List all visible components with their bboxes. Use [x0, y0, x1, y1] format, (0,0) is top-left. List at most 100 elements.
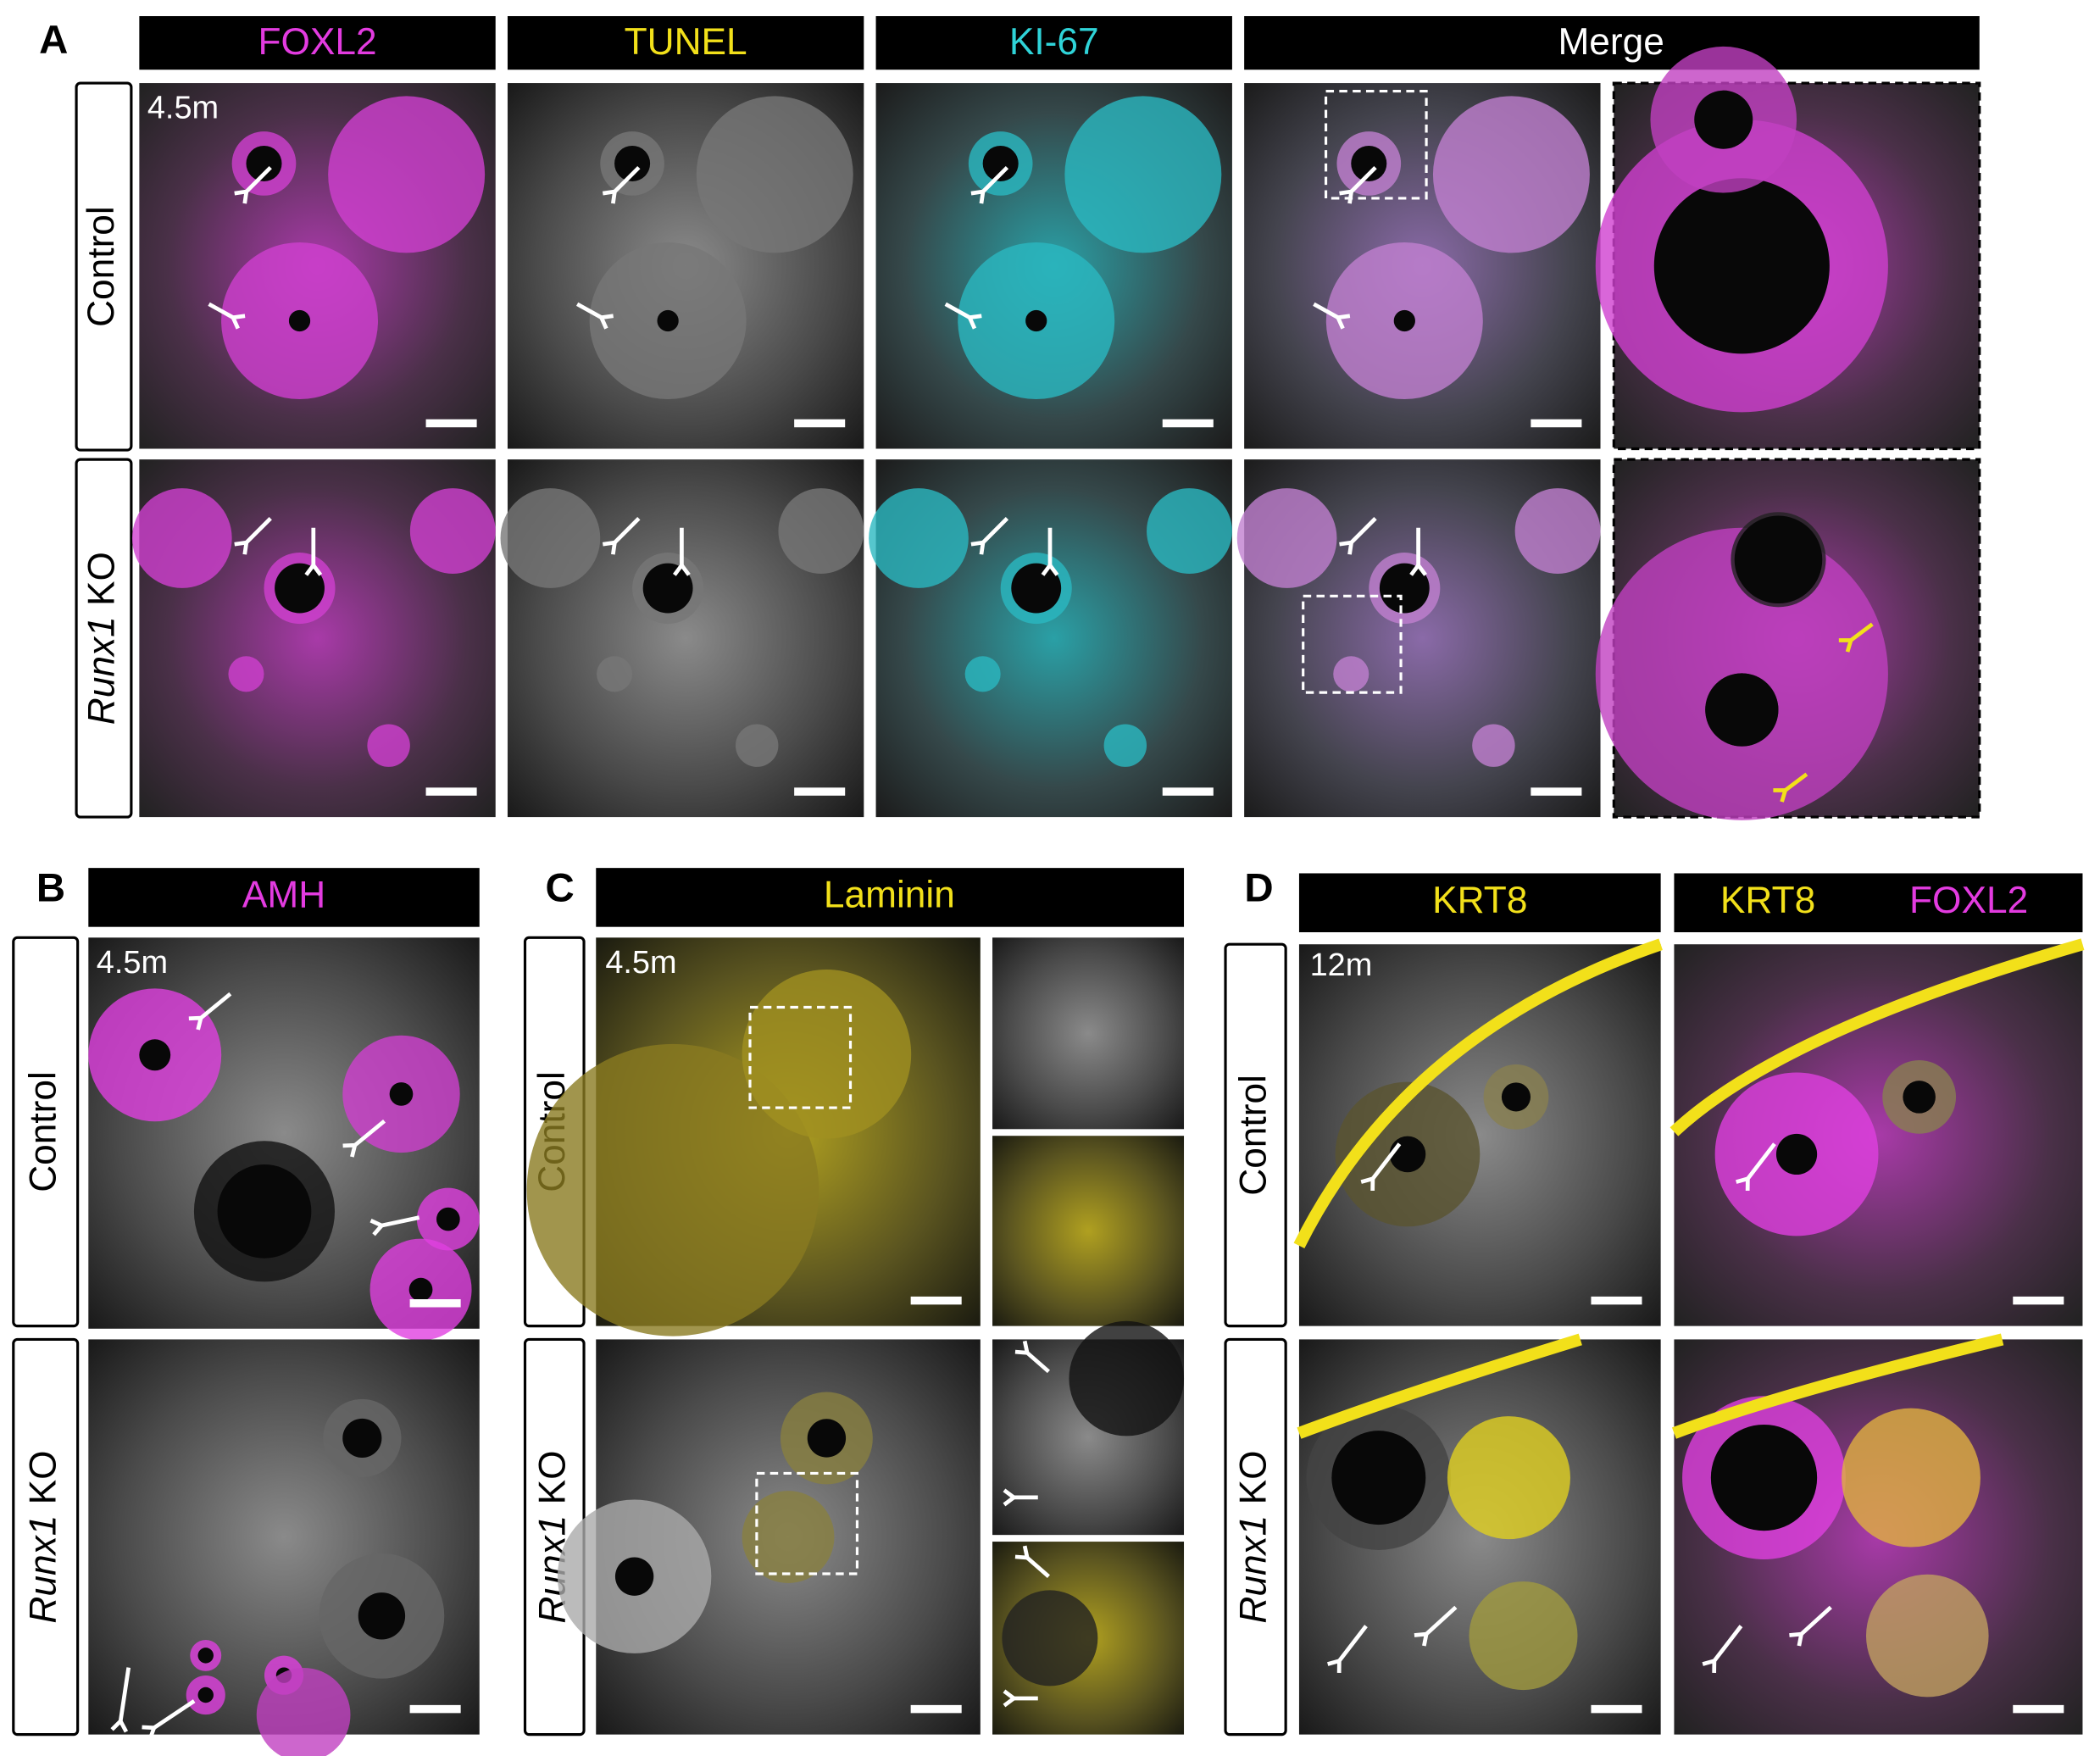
timepoint: 12m	[1310, 947, 1373, 983]
follicle	[742, 1491, 835, 1583]
oocyte	[1705, 673, 1779, 747]
follicle	[964, 656, 1001, 692]
header-label: Merge	[1558, 21, 1664, 63]
scale-bar	[794, 419, 846, 428]
arrow	[1784, 772, 1808, 792]
follicle	[1333, 656, 1369, 692]
header-bar	[1244, 16, 1980, 70]
timepoint: 4.5m	[147, 91, 219, 126]
row-label-box	[12, 1337, 80, 1737]
header-bar	[88, 868, 480, 927]
arrow	[1025, 1556, 1050, 1578]
row-label: Control	[1232, 1075, 1274, 1196]
genotype: KO	[1232, 1450, 1274, 1504]
arrow	[381, 1215, 420, 1228]
arrow-head	[672, 562, 691, 576]
arrow	[1370, 1142, 1402, 1181]
oocyte	[1025, 309, 1047, 332]
arrow-head	[1014, 1545, 1031, 1560]
header-bar	[875, 16, 1232, 70]
arrow	[208, 302, 235, 320]
arrow-head	[1736, 1175, 1750, 1192]
follicle	[409, 488, 496, 574]
inset-box	[1302, 594, 1403, 694]
follicle	[597, 656, 633, 692]
oocyte	[657, 309, 679, 332]
header-bar	[1298, 873, 1661, 933]
oocyte	[436, 1207, 460, 1231]
header-bar	[507, 16, 864, 70]
space	[531, 1504, 573, 1514]
scale-bar	[425, 787, 477, 796]
micrograph	[992, 1136, 1185, 1326]
arrow	[245, 165, 272, 193]
oocyte	[1653, 178, 1830, 354]
oocyte	[197, 1648, 214, 1664]
header-label: AMH	[242, 875, 325, 916]
header-label: Laminin	[824, 875, 955, 916]
inset-box	[755, 1471, 859, 1575]
oocyte	[342, 1418, 382, 1459]
follicle	[1432, 96, 1590, 253]
header-label: KRT8	[1720, 880, 1815, 921]
row-label: Control	[22, 1071, 64, 1192]
arrow	[981, 165, 1009, 193]
row-label-box	[75, 81, 133, 452]
panel-letter: A	[39, 18, 68, 63]
follicle	[778, 488, 864, 574]
micrograph	[992, 937, 1185, 1130]
follicle	[696, 96, 853, 253]
arrow-head	[230, 314, 246, 330]
oocyte	[1331, 1431, 1426, 1525]
arrow	[1025, 1351, 1050, 1374]
arrow	[118, 1667, 131, 1722]
follicle	[1447, 1416, 1570, 1540]
arrow	[981, 516, 1009, 544]
panel-letter: B	[36, 866, 65, 911]
scale-bar	[409, 1704, 461, 1714]
scale-bar	[910, 1704, 962, 1714]
arrow-head	[142, 1725, 158, 1740]
oocyte	[1011, 563, 1062, 614]
arrow	[613, 516, 641, 544]
arrow	[199, 992, 232, 1020]
follicle	[1147, 488, 1232, 574]
arrow-head	[1041, 562, 1059, 576]
arrow-head	[1003, 1689, 1018, 1708]
genotype: KO	[22, 1450, 64, 1504]
scale-bar	[1162, 787, 1214, 796]
row-label: Runx1 KO	[1232, 1450, 1274, 1623]
arrow	[1425, 1605, 1458, 1636]
header-bar	[139, 16, 496, 70]
arrow-head	[1014, 1340, 1031, 1355]
oocyte	[358, 1592, 406, 1640]
arrow-head	[1327, 1658, 1342, 1673]
arrow-head	[1789, 1631, 1804, 1647]
header-label: FOXL2	[258, 21, 376, 63]
oocyte	[197, 1687, 214, 1703]
space	[81, 606, 122, 616]
oocyte	[982, 145, 1019, 181]
header-label: KI-67	[1009, 21, 1099, 63]
oocyte	[389, 1082, 414, 1106]
follicle	[1103, 724, 1147, 767]
follicle	[869, 488, 969, 588]
scale-bar	[1591, 1296, 1642, 1305]
arrow	[1799, 1605, 1832, 1636]
arrow-head	[1339, 540, 1354, 555]
scale-bar	[1591, 1704, 1642, 1714]
header-bar	[596, 868, 1185, 927]
follicle	[1842, 1408, 1981, 1548]
arrow	[1313, 302, 1339, 320]
row-label: Control	[81, 206, 122, 327]
arrow-head	[970, 540, 986, 555]
row-label-box	[75, 458, 133, 819]
arrow-head	[1414, 1631, 1430, 1647]
oocyte	[408, 1277, 433, 1302]
follicle	[228, 656, 264, 692]
follicle	[1236, 488, 1337, 588]
header-label: KRT8	[1432, 880, 1527, 921]
oocyte	[1710, 1424, 1818, 1531]
arrow	[153, 1699, 196, 1730]
